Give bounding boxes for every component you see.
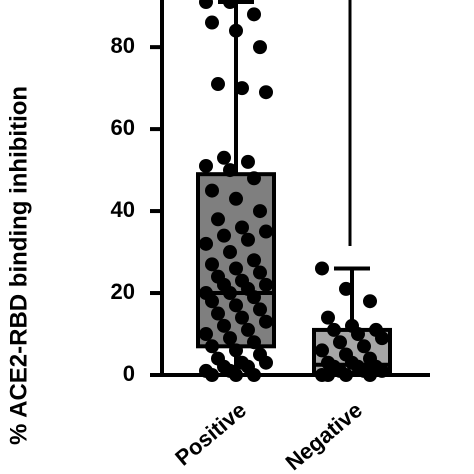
data-point xyxy=(199,0,213,10)
data-point xyxy=(229,298,243,313)
data-point xyxy=(229,343,243,358)
y-tick-label: 40 xyxy=(111,197,135,222)
data-point xyxy=(247,7,261,22)
y-tick-label: 20 xyxy=(111,279,135,304)
data-point xyxy=(259,355,273,370)
data-point xyxy=(375,363,389,378)
data-point xyxy=(229,23,243,38)
data-point xyxy=(205,257,219,272)
data-point xyxy=(241,232,255,247)
data-point xyxy=(253,265,267,280)
data-point xyxy=(205,368,219,382)
data-point xyxy=(205,339,219,354)
data-point xyxy=(229,368,243,382)
data-point xyxy=(321,310,335,325)
data-point xyxy=(253,40,267,55)
data-point xyxy=(247,171,261,186)
data-point xyxy=(223,245,237,260)
data-point xyxy=(351,327,365,342)
data-point xyxy=(259,314,273,329)
data-point xyxy=(339,281,353,296)
data-point xyxy=(229,191,243,206)
data-point xyxy=(217,318,231,333)
data-point xyxy=(363,294,377,309)
data-point xyxy=(223,0,237,10)
y-tick-label: 60 xyxy=(111,115,135,140)
data-point xyxy=(247,335,261,350)
data-point xyxy=(247,290,261,305)
data-point xyxy=(199,236,213,251)
data-point xyxy=(211,212,225,227)
data-point xyxy=(241,154,255,169)
data-point xyxy=(259,85,273,100)
data-point xyxy=(315,343,329,358)
data-point xyxy=(327,322,341,337)
data-point xyxy=(339,368,353,382)
data-point xyxy=(235,220,249,235)
data-point xyxy=(253,204,267,219)
data-point xyxy=(375,331,389,346)
data-point xyxy=(253,302,267,317)
y-tick-label: 0 xyxy=(123,361,135,386)
data-point xyxy=(247,368,261,382)
data-point xyxy=(333,335,347,350)
data-point xyxy=(217,150,231,165)
data-point xyxy=(211,306,225,321)
data-point xyxy=(235,81,249,96)
data-point xyxy=(211,77,225,92)
data-point xyxy=(241,322,255,337)
data-point xyxy=(223,286,237,301)
data-point xyxy=(357,339,371,354)
data-point xyxy=(217,228,231,243)
data-point xyxy=(199,158,213,173)
y-tick-label: 80 xyxy=(111,33,135,58)
data-point xyxy=(199,327,213,342)
data-point xyxy=(205,183,219,198)
data-point xyxy=(205,294,219,309)
x-tick-label: Negative xyxy=(281,397,367,474)
data-point xyxy=(247,253,261,268)
data-point xyxy=(315,261,329,276)
data-point xyxy=(259,224,273,239)
data-point xyxy=(229,261,243,276)
data-point xyxy=(321,368,335,382)
data-point xyxy=(205,15,219,30)
y-axis-label: % ACE2-RBD binding inhibition xyxy=(5,86,32,445)
data-point xyxy=(223,331,237,346)
x-tick-label: Positive xyxy=(170,397,251,470)
data-point xyxy=(363,368,377,382)
data-point xyxy=(223,163,237,178)
data-point xyxy=(235,310,249,325)
data-point xyxy=(259,277,273,292)
